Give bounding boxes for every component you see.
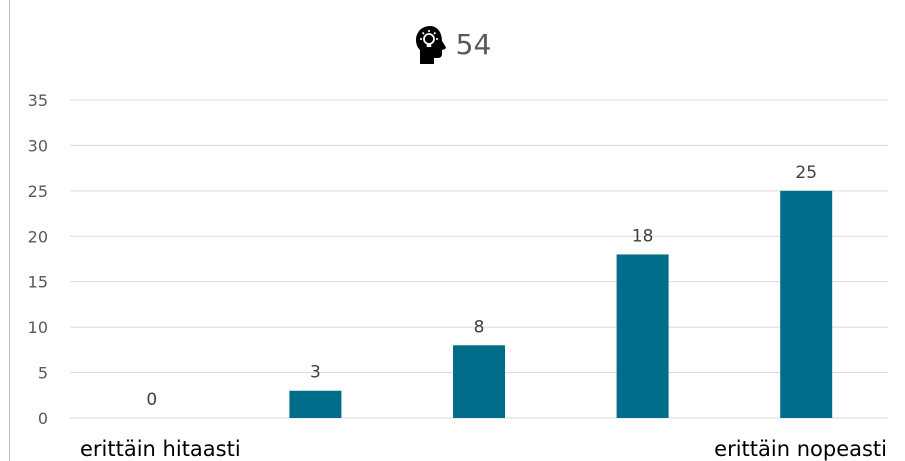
data-label: 8	[474, 317, 485, 337]
frame-border	[9, 0, 10, 461]
y-tick-label: 15	[28, 273, 48, 292]
bar	[780, 190, 833, 418]
head-lightbulb-icon	[415, 26, 446, 64]
data-label: 25	[795, 163, 817, 183]
y-tick-label: 30	[28, 136, 48, 155]
bar	[289, 390, 342, 418]
y-tick-label: 25	[28, 182, 48, 201]
x-category-label: erittäin nopeasti	[714, 437, 887, 461]
x-category-label: erittäin hitaasti	[80, 437, 241, 461]
data-label: 18	[632, 226, 654, 246]
chart-title: 54	[0, 22, 905, 68]
bar	[453, 345, 505, 418]
bar	[616, 254, 669, 418]
y-tick-label: 0	[38, 409, 48, 428]
y-tick-label: 35	[28, 91, 48, 110]
y-tick-label: 10	[28, 318, 48, 337]
data-label: 3	[310, 363, 321, 383]
y-tick-label: 5	[38, 364, 48, 383]
y-tick-label: 20	[28, 227, 48, 246]
data-label: 0	[146, 390, 157, 410]
chart-title-text: 54	[455, 28, 492, 61]
